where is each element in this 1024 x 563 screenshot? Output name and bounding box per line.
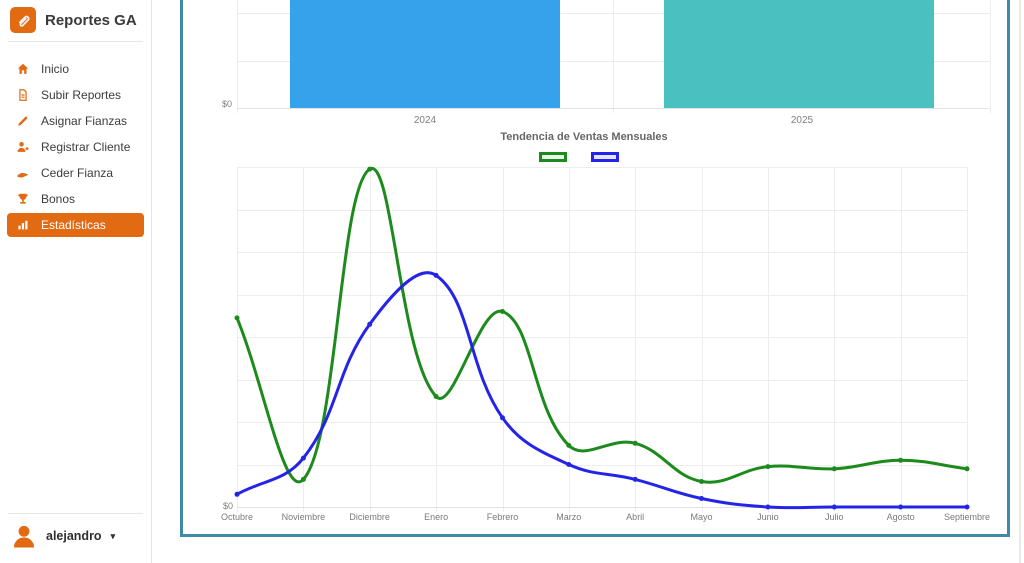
home-icon bbox=[16, 62, 30, 76]
sidebar-item-bonos[interactable]: Bonos bbox=[7, 187, 144, 211]
sidebar-item-label: Asignar Fianzas bbox=[41, 114, 128, 128]
sidebar-item-inicio[interactable]: Inicio bbox=[7, 57, 144, 81]
sidebar-item-estadisticas[interactable]: Estadísticas bbox=[7, 213, 144, 237]
sidebar: Reportes GA Inicio Subir Reportes Asig bbox=[0, 0, 152, 563]
sidebar-item-label: Inicio bbox=[41, 62, 70, 76]
divider bbox=[8, 513, 143, 514]
sidebar-item-label: Ceder Fianza bbox=[41, 166, 114, 180]
bar-chart-icon bbox=[16, 218, 30, 232]
sidebar-item-ceder-fianza[interactable]: Ceder Fianza bbox=[7, 161, 144, 185]
user-menu[interactable]: alejandro ▾ bbox=[0, 514, 151, 563]
sidebar-item-label: Estadísticas bbox=[41, 218, 106, 232]
charts-panel bbox=[180, 0, 1010, 537]
sidebar-item-asignar-fianzas[interactable]: Asignar Fianzas bbox=[7, 109, 144, 133]
chevron-down-icon: ▾ bbox=[110, 530, 116, 541]
sidebar-nav: Inicio Subir Reportes Asignar Fianzas Re… bbox=[0, 42, 151, 237]
y-tick-label: $0 bbox=[222, 501, 233, 511]
sidebar-item-label: Bonos bbox=[41, 192, 76, 206]
app-title: Reportes GA bbox=[45, 11, 137, 29]
file-icon bbox=[16, 88, 30, 102]
user-name: alejandro bbox=[46, 529, 102, 543]
line-chart-title: Tendencia de Ventas Mensuales bbox=[500, 131, 668, 143]
user-plus-icon bbox=[16, 140, 30, 154]
y-tick-label: $0 bbox=[221, 99, 232, 109]
sidebar-item-registrar-cliente[interactable]: Registrar Cliente bbox=[7, 135, 144, 159]
hand-icon bbox=[16, 166, 30, 180]
sidebar-item-label: Subir Reportes bbox=[41, 88, 122, 102]
sidebar-item-subir-reportes[interactable]: Subir Reportes bbox=[7, 83, 144, 107]
pencil-icon bbox=[16, 114, 30, 128]
brand[interactable]: Reportes GA bbox=[0, 0, 151, 41]
legend-item-green[interactable] bbox=[539, 152, 567, 162]
trophy-icon bbox=[16, 192, 30, 206]
legend-item-blue[interactable] bbox=[591, 152, 619, 162]
divider bbox=[8, 41, 143, 42]
scrollbar-track[interactable] bbox=[1019, 0, 1021, 563]
paperclip-logo-icon bbox=[10, 7, 36, 33]
sidebar-item-label: Registrar Cliente bbox=[41, 140, 131, 154]
sidebar-footer: alejandro ▾ bbox=[0, 513, 151, 563]
avatar bbox=[10, 522, 38, 550]
